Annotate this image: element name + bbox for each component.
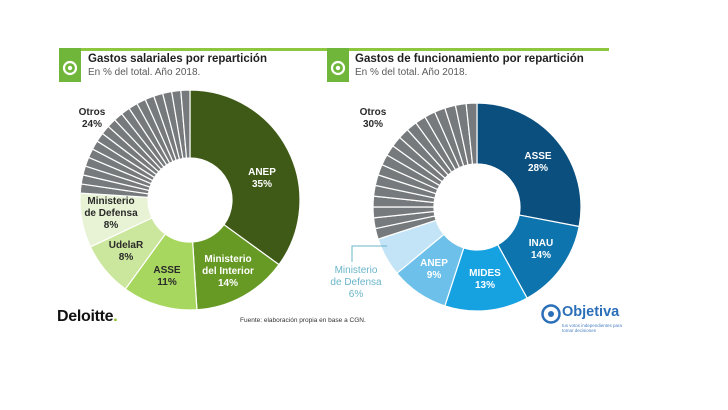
right-data-label-ministerio-de-defensa: Ministerio de Defensa 6%	[330, 265, 382, 300]
logo-badge-icon	[59, 48, 81, 82]
right-data-label-asse: ASSE 28%	[524, 151, 552, 174]
right-label-leader-line	[351, 245, 387, 262]
left-data-label-asse: ASSE 11%	[153, 265, 181, 288]
left-data-label-ministerio-de-defensa: Ministerio de Defensa 8%	[84, 196, 138, 231]
objetiva-logo: Objetiva tus votos independientes para t…	[541, 303, 622, 335]
left-data-label-udelar: UdelaR 8%	[109, 240, 144, 263]
right-chart-subtitle: En % del total. Año 2018.	[355, 67, 468, 78]
left-slice-ministerio-del-interior	[192, 223, 280, 311]
left-slice-otros-segment	[180, 89, 191, 159]
left-data-label-anep: ANEP 35%	[248, 167, 276, 190]
left-data-label-ministerio-del-interior: Ministerio del Interior 14%	[202, 254, 254, 289]
left-data-label-otros: Otros 24%	[79, 107, 106, 130]
right-slice-asse	[476, 102, 582, 228]
right-data-label-anep: ANEP 9%	[420, 258, 448, 281]
left-chart-subtitle: En % del total. Año 2018.	[88, 67, 201, 78]
left-chart-title: Gastos salariales por repartición	[88, 53, 267, 65]
right-donut-chart: ASSE 28% INAU 14% MIDES 13% ANEP 9% Ministerio de…	[330, 102, 582, 312]
left-slice-anep	[189, 89, 301, 266]
left-donut-chart: ANEP 35% Ministerio del Interior 14% ASSE 11% U…	[79, 89, 301, 311]
right-data-label-otros: Otros 30%	[360, 107, 387, 130]
right-data-label-mides: MIDES 13%	[469, 268, 501, 291]
objetiva-logo-icon	[541, 304, 561, 324]
right-chart-title: Gastos de funcionamiento por repartición	[355, 53, 584, 65]
right-data-label-inau: INAU 14%	[529, 238, 553, 261]
right-slice-otros-segment	[465, 102, 478, 165]
deloitte-logo: Deloitte.	[57, 308, 118, 325]
source-note: Fuente: elaboración propia en base a CGN…	[240, 317, 366, 324]
logo-badge-icon	[327, 48, 349, 82]
